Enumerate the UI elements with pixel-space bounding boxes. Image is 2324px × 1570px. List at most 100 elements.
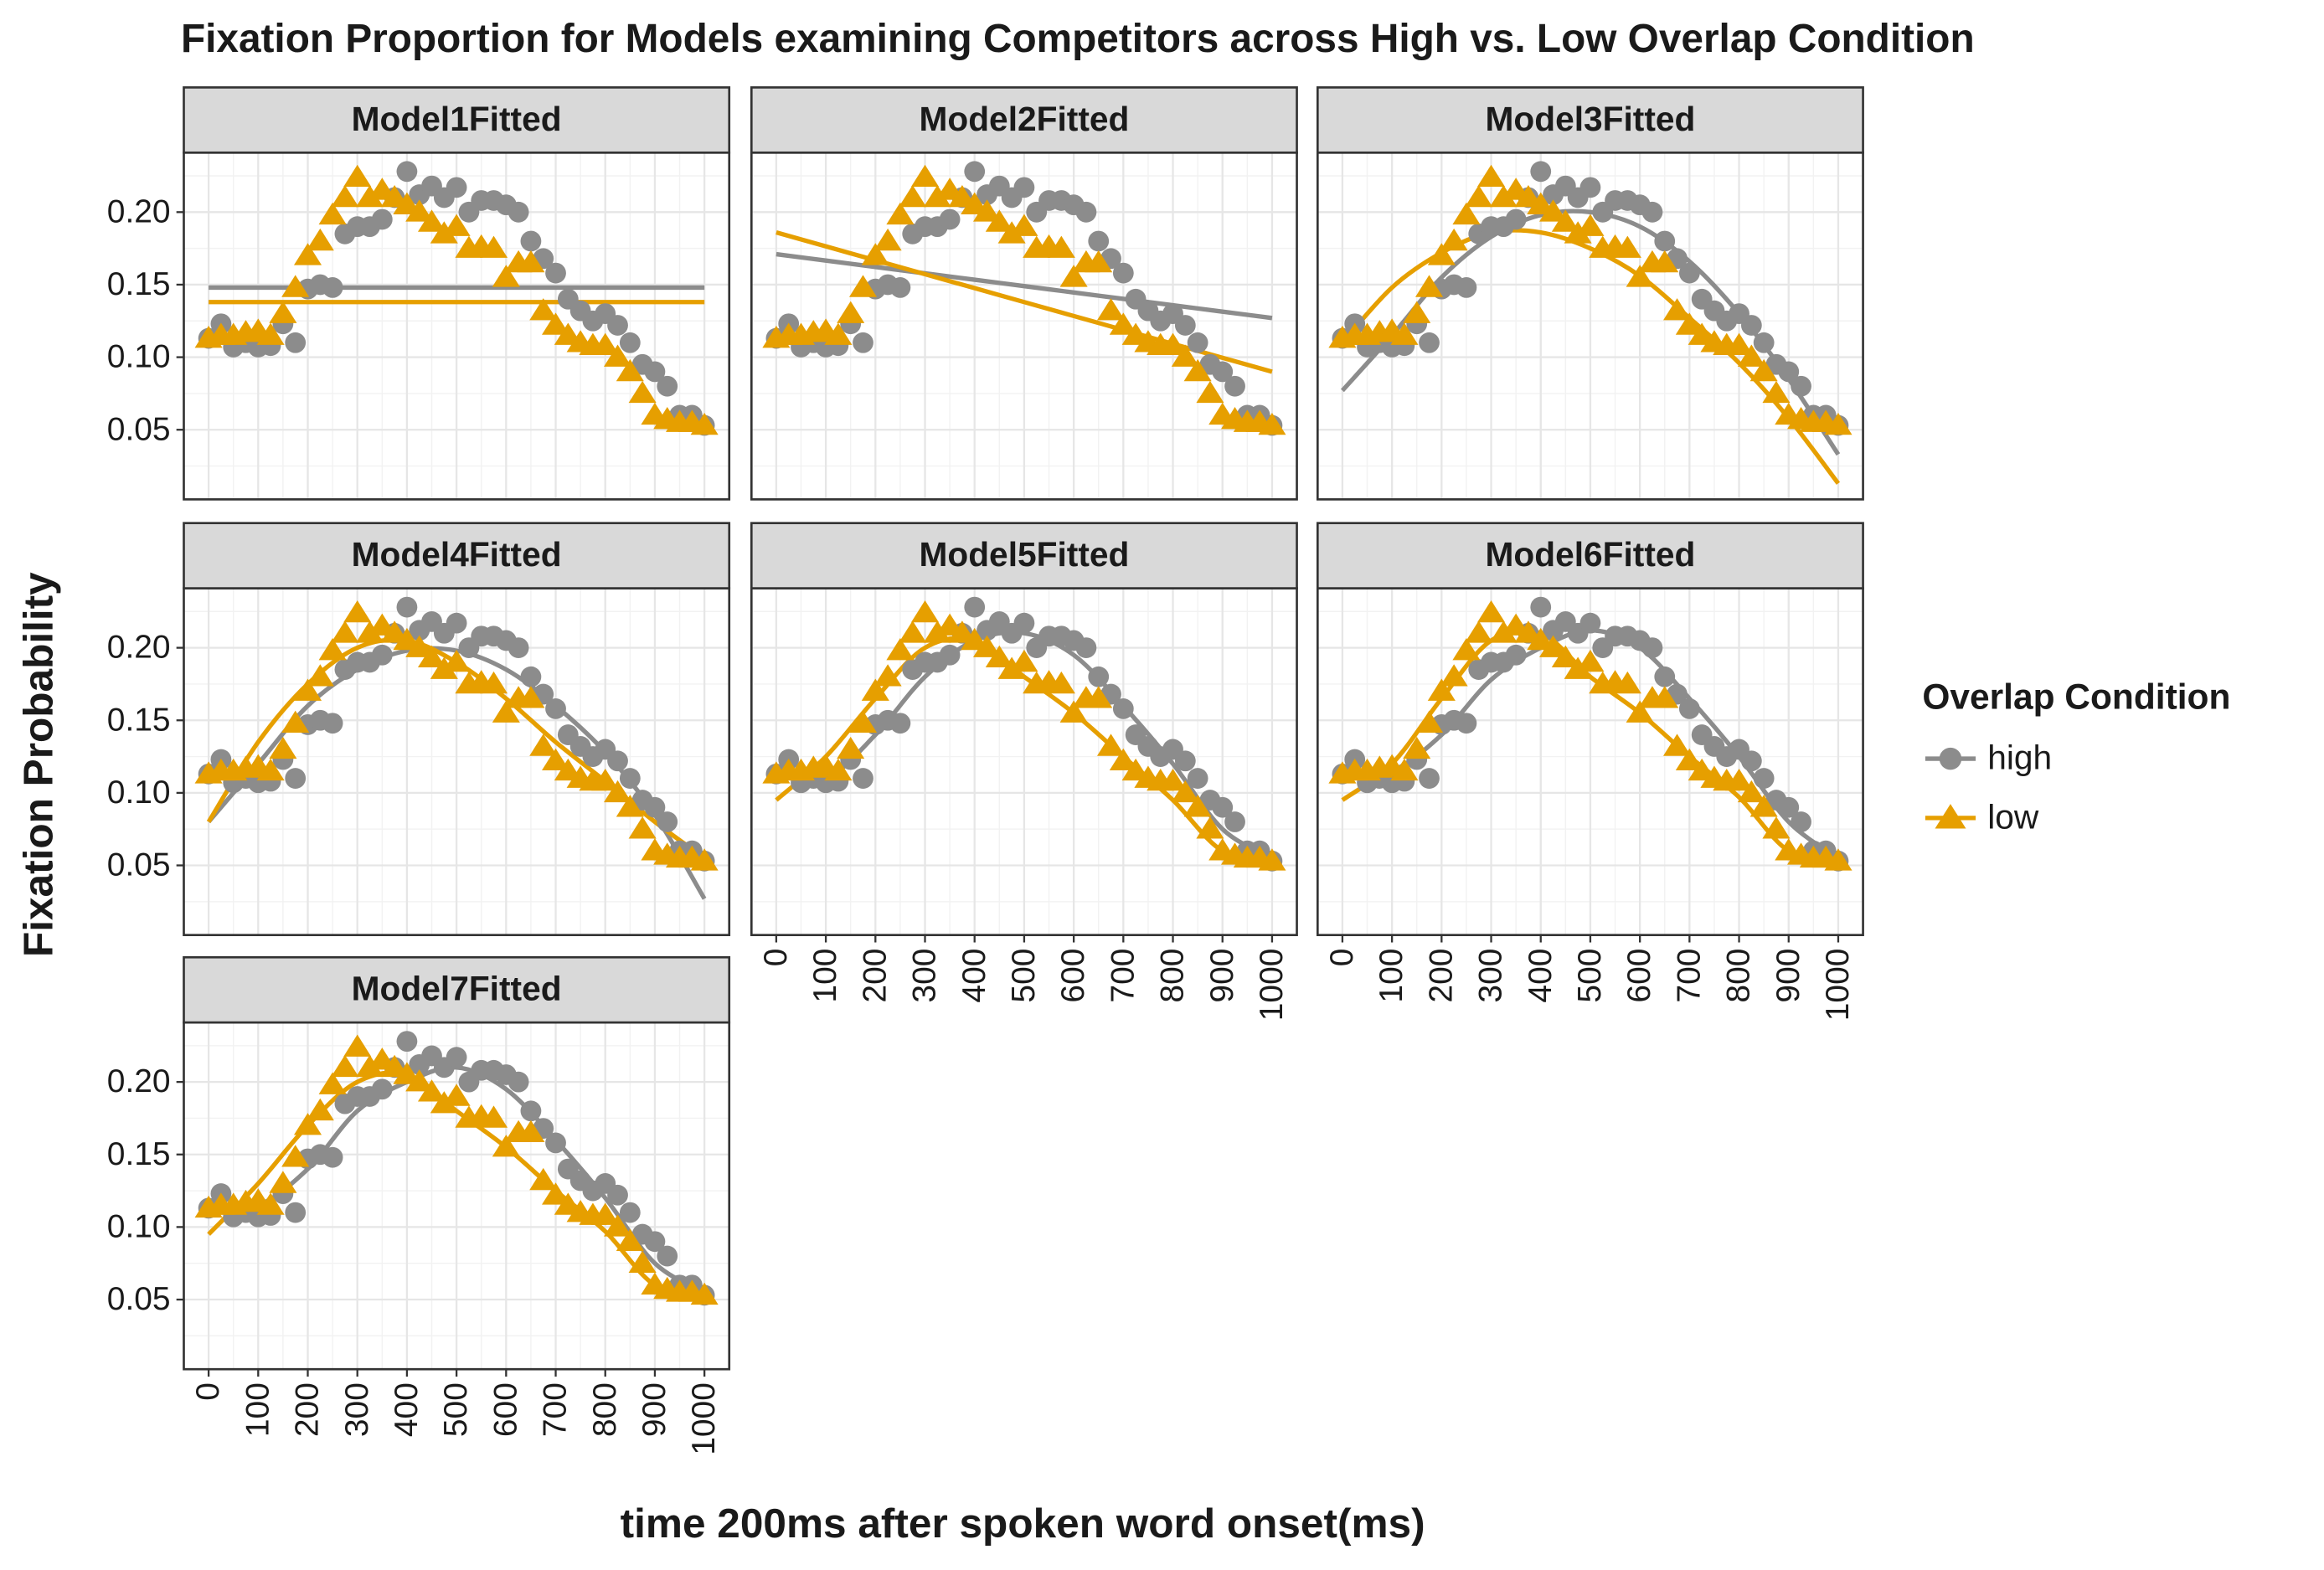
data-point [1171,780,1199,803]
data-point [1613,235,1641,258]
data-point [281,1145,310,1167]
data-point [1047,671,1075,694]
data-point [848,275,878,297]
data-point [644,1231,666,1253]
data-point [322,277,343,298]
data-point [1196,816,1224,839]
data-point [355,620,384,643]
data-point [1085,686,1113,708]
data-point [1476,164,1506,188]
data-point [1613,671,1641,694]
data-point [1187,332,1208,353]
data-point [1174,750,1196,772]
data-point [430,656,458,679]
y-tick-label: 0.10 [107,775,171,811]
x-tick-label: 900 [1204,949,1240,1003]
x-tick-label: 700 [538,1382,574,1437]
data-point [1403,301,1431,323]
data-point [256,758,285,781]
data-point [520,666,542,687]
data-point [657,375,678,397]
strip-label: Model3Fitted [1485,100,1695,138]
x-tick-label: 1000 [1254,949,1290,1022]
data-point [1530,161,1552,183]
data-point [1390,322,1419,345]
data-point [690,848,719,871]
data-point [1762,380,1791,404]
strip [183,955,731,1024]
x-tick-label: 0 [758,949,794,967]
panel: Model7Fitted 0.05 0.10 0.15 0.20 0 100 200 300 40… [107,955,731,1455]
data-point [591,768,620,791]
fit-line [1340,228,1841,485]
data-point [1427,243,1456,265]
data-point [1010,649,1038,672]
strip-label: Model6Fitted [1485,535,1695,574]
x-tick-label: 800 [1155,949,1191,1003]
data-point [269,301,297,323]
data-point [479,671,508,694]
data-point [1158,332,1188,356]
data-point [1047,235,1075,258]
data-point [293,1113,322,1135]
data-point [1427,678,1456,701]
data-point [939,644,961,666]
data-point [591,332,620,356]
data-point [529,734,558,756]
data-point [837,736,865,759]
data-point [899,184,927,208]
data-point [371,644,393,666]
data-point [616,358,644,382]
data-point [1465,620,1493,643]
x-tick-label: 500 [1006,949,1042,1003]
data-point [923,620,951,643]
y-tick-label: 0.05 [107,1281,171,1317]
data-point [603,780,632,803]
data-point [923,184,951,208]
data-point [1725,332,1754,356]
x-tick-label: 1000 [1820,949,1856,1022]
data-point [529,1167,558,1191]
data-point [285,768,307,789]
data-point [644,796,666,818]
data-point [1258,412,1286,435]
data-point [1196,380,1224,404]
data-point [1059,700,1088,723]
x-tick-label: 900 [1770,949,1806,1003]
x-tick-label: 400 [389,1382,425,1437]
data-point [1414,710,1444,733]
data-point [1824,412,1853,435]
data-point [1626,265,1654,287]
data-point [541,312,570,335]
data-point [1088,666,1110,687]
data-point [517,250,545,273]
data-point [1419,768,1440,789]
data-point [1075,201,1097,223]
data-point [1564,656,1592,679]
data-point [541,1182,570,1205]
data-point [690,412,719,435]
data-point [972,635,1002,657]
data-point [1551,645,1579,668]
data-point [281,710,310,733]
panel: Model1Fitted 0.05 0.10 0.15 0.20 [107,86,731,501]
data-point [1749,795,1778,817]
x-tick-label: 300 [907,949,943,1003]
strip-label: Model4Fitted [352,535,562,574]
data-point [861,243,889,265]
data-point [1013,612,1035,634]
data-point [1654,230,1676,252]
data-point [1749,358,1778,382]
data-point [442,1084,471,1106]
x-tick-label: 400 [956,949,992,1003]
data-point [1641,637,1663,658]
data-point [269,1171,297,1193]
data-point [1762,816,1791,839]
x-tick-label: 200 [290,1382,326,1437]
data-point [603,1214,632,1237]
data-point [529,298,558,321]
data-point [1158,768,1188,791]
data-point [1088,230,1110,252]
panel: Model6Fitted 0 100 200 300 400 500 600 700 800 900… [1316,522,1864,1022]
